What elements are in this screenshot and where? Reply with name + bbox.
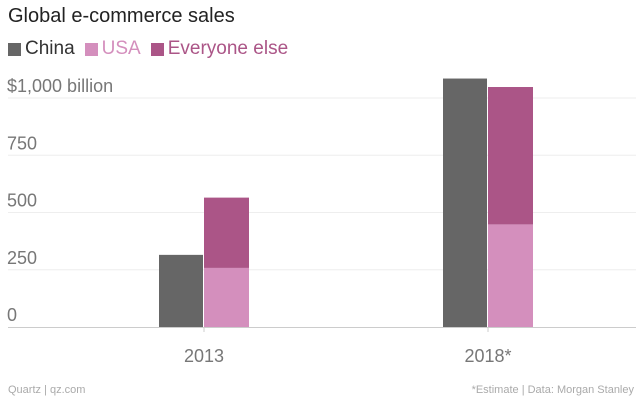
legend-swatch-china [8,42,21,56]
bar-china-1 [443,78,487,327]
footer-source-right: *Estimate | Data: Morgan Stanley [471,384,634,396]
bar-usa-0 [204,267,249,327]
legend-label-usa: USA [101,38,141,59]
y-tick-label: 250 [7,248,37,268]
y-tick-label: 500 [7,191,37,211]
footer-source-left: Quartz | qz.com [8,384,86,396]
bar-china-0 [159,254,203,327]
x-tick-label: 2013 [184,346,224,366]
bar-usa-1 [488,224,533,327]
bar-everyone-else-0 [204,197,249,268]
legend-item-everyone-else: Everyone else [150,38,289,60]
bar-everyone-else-1 [488,87,533,225]
y-tick-label: $1,000 billion [7,76,113,96]
legend: China USA Everyone else [8,38,298,60]
legend-swatch-usa [84,42,98,56]
legend-swatch-everyone-else [150,42,164,56]
chart-title: Global e-commerce sales [8,5,235,27]
y-tick-label: 750 [7,133,37,153]
legend-item-china: China [8,38,75,60]
legend-item-usa: USA [84,38,141,60]
legend-label-everyone-else: Everyone else [167,38,289,59]
x-tick-label: 2018* [464,346,511,366]
legend-label-china: China [25,38,75,59]
y-tick-label: 0 [7,305,17,325]
